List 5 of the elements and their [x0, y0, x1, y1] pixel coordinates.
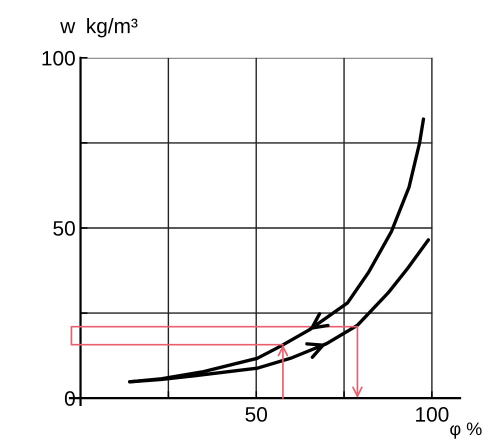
y-tick-label: 100	[42, 50, 75, 66]
y-axis-title: w	[60, 22, 76, 34]
text: kg/m³	[87, 18, 138, 38]
x-axis-title: φ %	[450, 422, 482, 439]
y-tick-label: 50	[53, 221, 75, 236]
